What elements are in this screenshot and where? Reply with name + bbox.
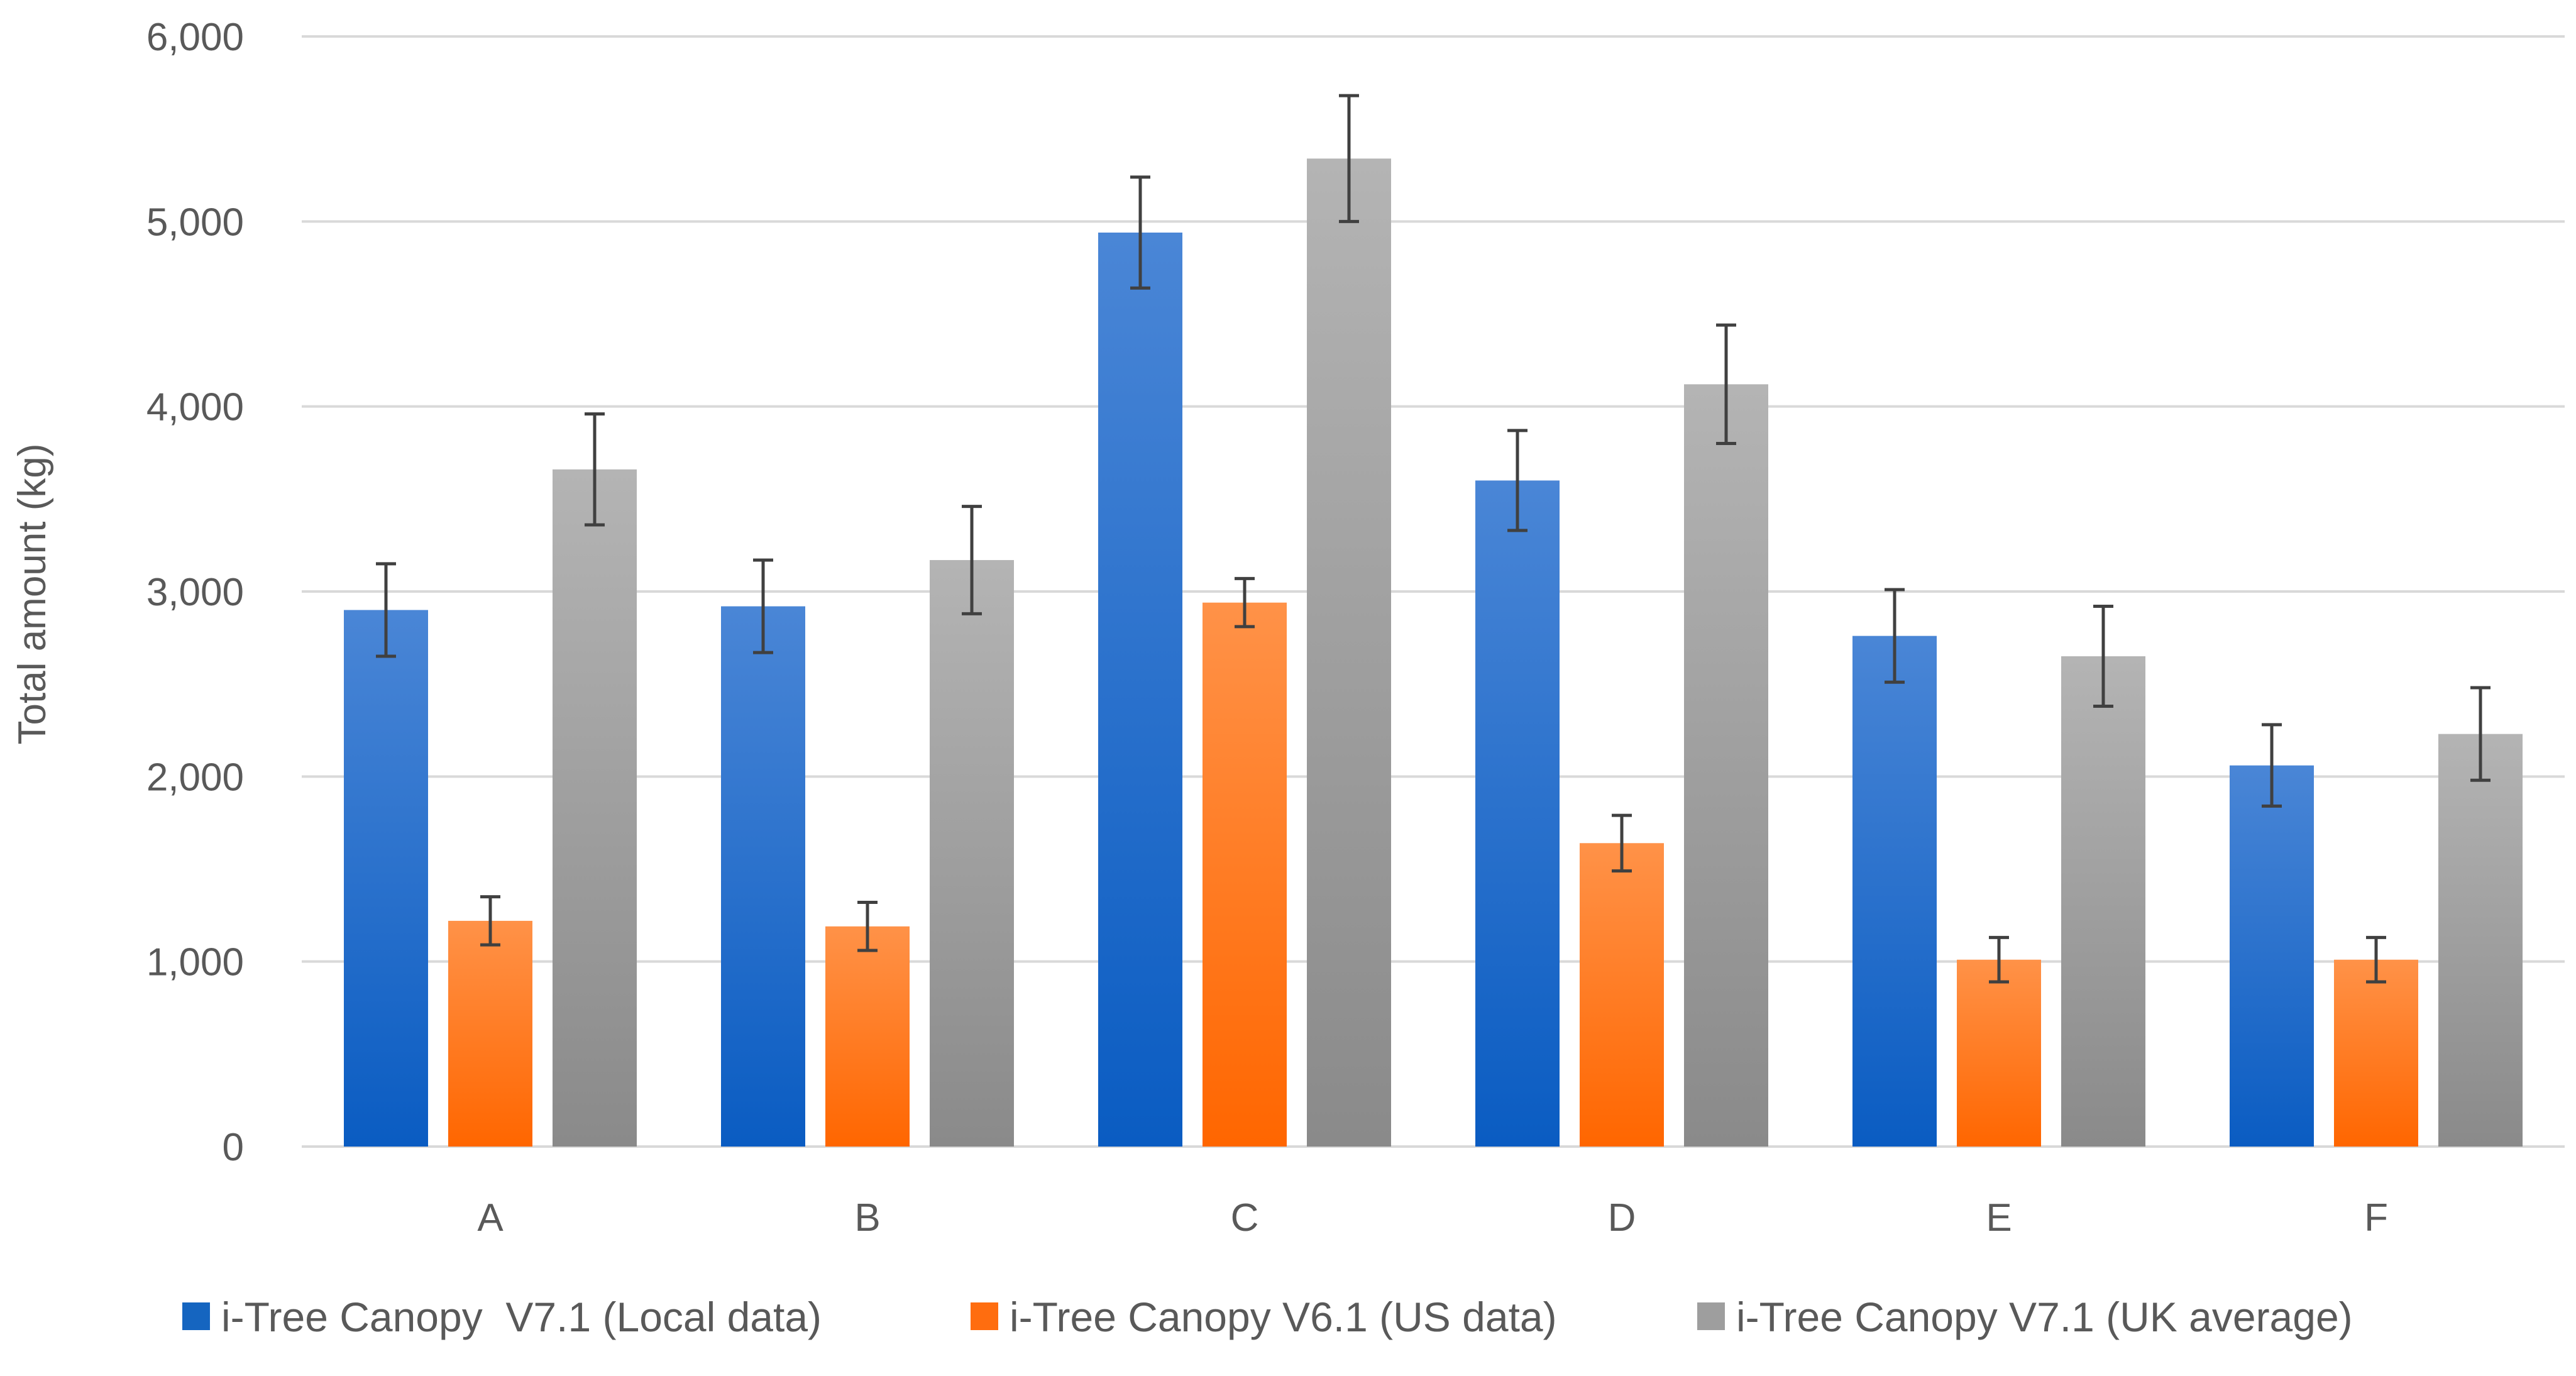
x-category-label: D bbox=[1608, 1196, 1636, 1240]
legend-label: i-Tree Canopy V7.1 (Local data) bbox=[221, 1294, 822, 1340]
error-bar-C-series-1 bbox=[1130, 175, 1150, 290]
error-bar-D-series-1 bbox=[1507, 429, 1527, 532]
legend-item-series-3: i-Tree Canopy V7.1 (UK average) bbox=[1697, 1294, 2353, 1340]
y-tick-label: 1,000 bbox=[146, 941, 244, 984]
error-bar-F-series-2 bbox=[2366, 935, 2386, 984]
legend: i-Tree Canopy V7.1 (Local data) i-Tree Ca… bbox=[182, 1294, 2353, 1340]
x-category-label: E bbox=[1986, 1196, 2012, 1240]
bar-B-series-2 bbox=[825, 926, 910, 1147]
error-bars bbox=[376, 94, 2491, 984]
y-tick-label: 6,000 bbox=[146, 16, 244, 59]
error-bar-B-series-2 bbox=[857, 900, 878, 952]
bars bbox=[344, 158, 2523, 1147]
legend-swatch bbox=[971, 1302, 998, 1330]
error-bar-E-series-1 bbox=[1885, 588, 1905, 684]
bar-F-series-2 bbox=[2334, 959, 2418, 1147]
x-category-label: F bbox=[2364, 1196, 2388, 1240]
error-bar-F-series-3 bbox=[2470, 686, 2491, 782]
legend-swatch bbox=[182, 1302, 210, 1330]
y-tick-label: 3,000 bbox=[146, 571, 244, 614]
gridlines bbox=[302, 35, 2565, 1148]
bar-B-series-3 bbox=[930, 559, 1014, 1147]
bar-C-series-3 bbox=[1307, 158, 1391, 1147]
error-bar-B-series-3 bbox=[962, 505, 982, 615]
legend-item-series-2: i-Tree Canopy V6.1 (US data) bbox=[971, 1294, 1557, 1340]
error-bar-C-series-2 bbox=[1235, 576, 1255, 629]
bar-F-series-1 bbox=[2230, 765, 2314, 1147]
error-bar-E-series-3 bbox=[2093, 605, 2113, 708]
error-bar-D-series-2 bbox=[1612, 813, 1632, 872]
bar-C-series-2 bbox=[1203, 602, 1287, 1147]
bar-D-series-3 bbox=[1684, 384, 1768, 1147]
error-bar-F-series-1 bbox=[2262, 723, 2282, 808]
legend-item-series-1: i-Tree Canopy V7.1 (Local data) bbox=[182, 1294, 822, 1340]
y-tick-label: 0 bbox=[223, 1126, 244, 1169]
y-tick-label: 5,000 bbox=[146, 201, 244, 244]
bar-A-series-1 bbox=[344, 610, 428, 1147]
error-bar-D-series-3 bbox=[1716, 323, 1736, 446]
bar-E-series-3 bbox=[2061, 656, 2145, 1147]
bar-E-series-2 bbox=[1957, 959, 2041, 1147]
error-bar-C-series-3 bbox=[1339, 94, 1359, 223]
bar-D-series-1 bbox=[1475, 480, 1560, 1147]
error-bar-A-series-3 bbox=[585, 412, 605, 527]
x-category-label: A bbox=[477, 1196, 504, 1240]
y-axis-ticks: 0 1,000 2,000 3,000 4,000 5,000 6,000 bbox=[146, 16, 244, 1169]
bar-E-series-1 bbox=[1852, 636, 1937, 1147]
error-bar-A-series-1 bbox=[376, 562, 396, 658]
x-category-label: C bbox=[1231, 1196, 1259, 1240]
bar-A-series-3 bbox=[553, 469, 637, 1147]
legend-label: i-Tree Canopy V6.1 (US data) bbox=[1010, 1294, 1557, 1340]
y-axis-title: Total amount (kg) bbox=[11, 444, 54, 745]
x-category-label: B bbox=[854, 1196, 880, 1240]
y-tick-label: 2,000 bbox=[146, 756, 244, 799]
legend-label: i-Tree Canopy V7.1 (UK average) bbox=[1736, 1294, 2353, 1340]
bar-B-series-1 bbox=[721, 606, 805, 1147]
error-bar-E-series-2 bbox=[1989, 935, 2009, 984]
error-bar-B-series-1 bbox=[753, 558, 773, 654]
bar-C-series-1 bbox=[1098, 232, 1182, 1147]
y-tick-label: 4,000 bbox=[146, 386, 244, 429]
bar-F-series-3 bbox=[2438, 734, 2523, 1147]
x-axis-categories: A B C D E F bbox=[477, 1196, 2388, 1240]
bar-A-series-2 bbox=[448, 920, 532, 1147]
error-bar-A-series-2 bbox=[480, 895, 500, 947]
legend-swatch bbox=[1697, 1302, 1725, 1330]
bar-D-series-2 bbox=[1580, 843, 1664, 1147]
